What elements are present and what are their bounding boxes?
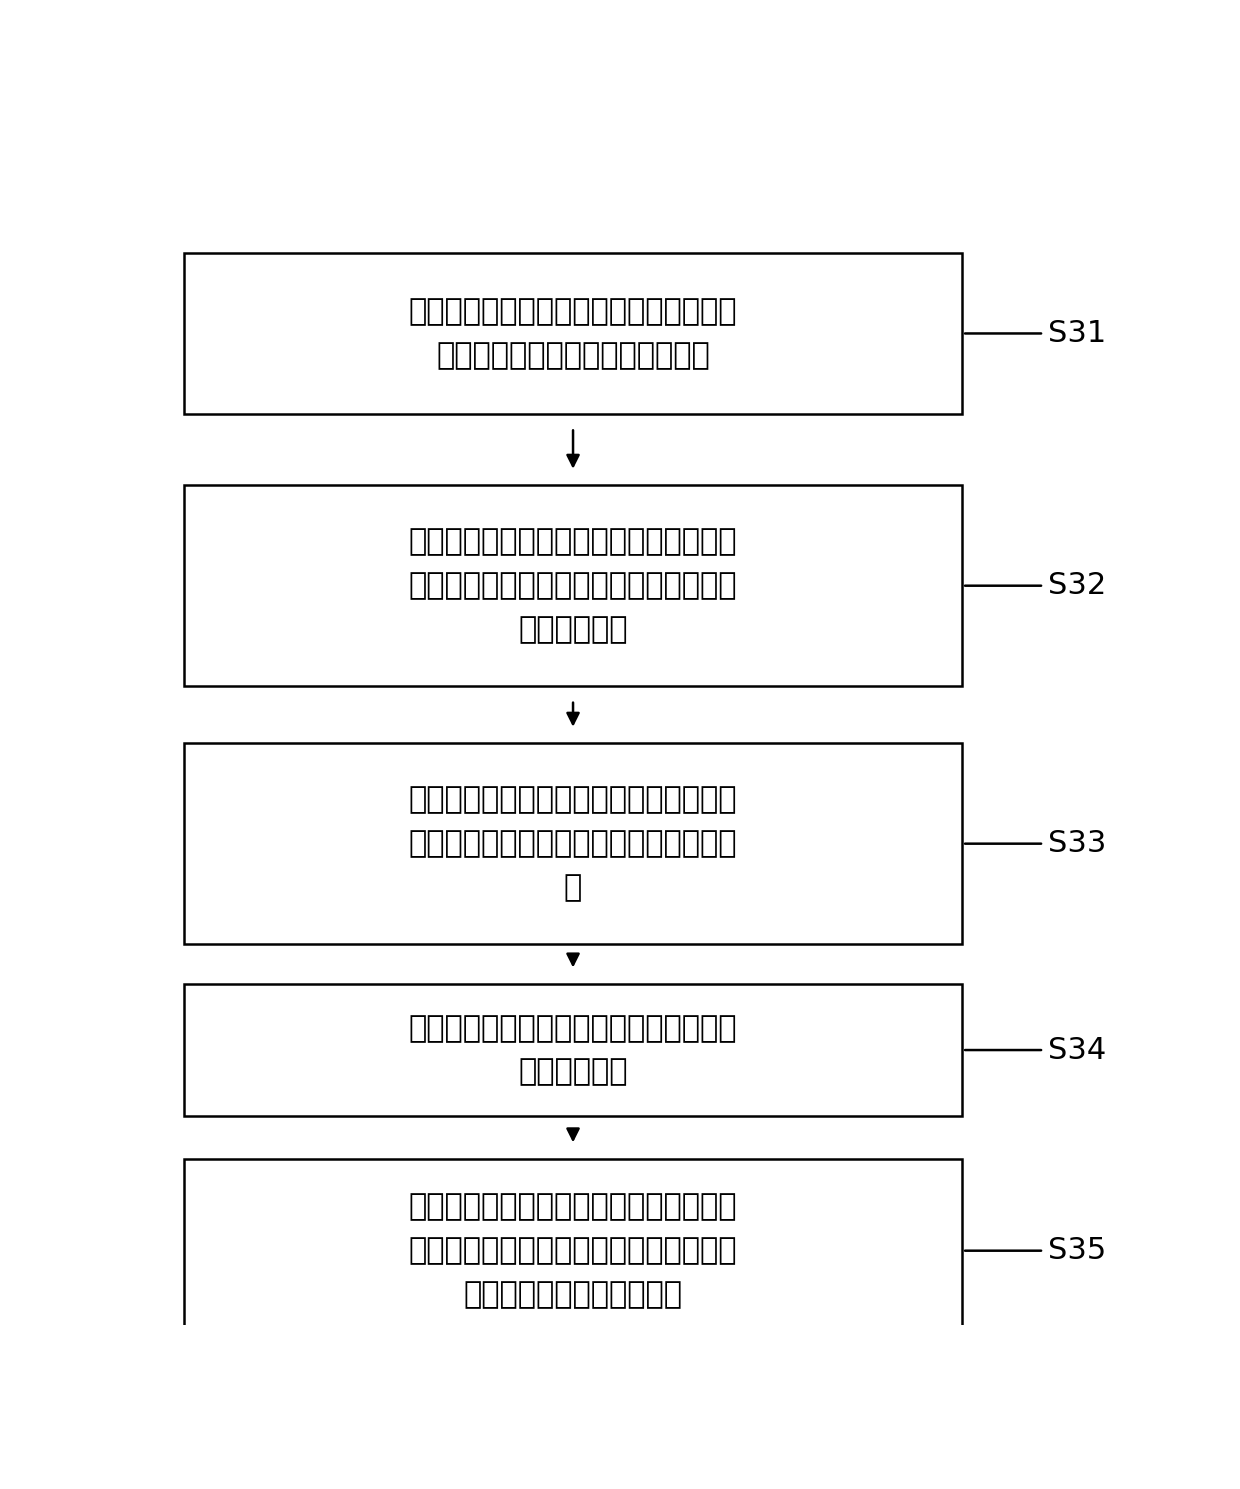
- Text: S33: S33: [1048, 829, 1107, 858]
- Text: 所述第一操作系统将所述执行结果发送至: 所述第一操作系统将所述执行结果发送至: [409, 1193, 738, 1221]
- Text: 第二操作系统: 第二操作系统: [518, 615, 627, 643]
- Text: S32: S32: [1049, 572, 1106, 600]
- Bar: [184, 743, 962, 944]
- Bar: [184, 485, 962, 686]
- Text: 求: 求: [564, 873, 582, 902]
- Text: 行结果反馈给所述控制设备: 行结果反馈给所述控制设备: [464, 1279, 682, 1309]
- Text: S34: S34: [1049, 1035, 1106, 1065]
- Text: ，并执行所述远程控制指令对应的控制请: ，并执行所述远程控制指令对应的控制请: [409, 829, 738, 858]
- Text: S31: S31: [1049, 319, 1106, 348]
- Text: 所述第二操作系统响应所述远程控制指令: 所述第二操作系统响应所述远程控制指令: [409, 786, 738, 814]
- Text: 的经控制设备发出的远程控制指令: 的经控制设备发出的远程控制指令: [436, 341, 711, 369]
- Text: 所述云平台，以使得所述云平台将所述执: 所述云平台，以使得所述云平台将所述执: [409, 1236, 738, 1266]
- Bar: [184, 253, 962, 414]
- Text: ，将所述远程控制指令发送至被控设备的: ，将所述远程控制指令发送至被控设备的: [409, 572, 738, 600]
- Bar: [184, 984, 962, 1115]
- Bar: [184, 1158, 962, 1343]
- Text: 所述第二操作系统将执行结果发送至所述: 所述第二操作系统将执行结果发送至所述: [409, 1014, 738, 1042]
- Text: 被控设备的第一操作系统接收云平台转发: 被控设备的第一操作系统接收云平台转发: [409, 298, 738, 326]
- Text: S35: S35: [1049, 1236, 1106, 1266]
- Text: 第一操作系统: 第一操作系统: [518, 1057, 627, 1087]
- Text: 所述第一操作系统响应所述远程控制指令: 所述第一操作系统响应所述远程控制指令: [409, 527, 738, 557]
